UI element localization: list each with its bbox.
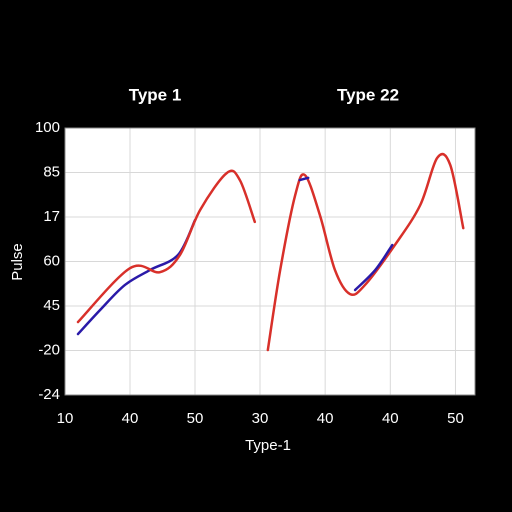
line-series (76, 218, 197, 336)
line-series (266, 152, 465, 352)
y-tick-label: 17 (43, 208, 60, 225)
y-tick-label: 85 (43, 163, 60, 180)
x-axis-label: Type-1 (245, 437, 291, 454)
chart-title: Type 1 (129, 85, 182, 104)
x-tick-label: 50 (447, 410, 464, 427)
y-tick-label: 45 (43, 297, 60, 314)
plot-frame (64, 127, 476, 396)
x-tick-label: 10 (57, 410, 74, 427)
y-tick-label: 100 (35, 119, 60, 136)
y-axis-label: Pulse (9, 243, 26, 281)
x-tick-label: 30 (252, 410, 269, 427)
x-tick-label: 40 (317, 410, 334, 427)
line-series (76, 169, 257, 324)
x-tick-label: 50 (187, 410, 204, 427)
line-series (298, 176, 394, 292)
chart-title: Type 22 (337, 85, 399, 104)
y-tick-label: -24 (38, 386, 60, 403)
x-tick-label: 40 (122, 410, 139, 427)
y-tick-label: 60 (43, 252, 60, 269)
x-tick-label: 40 (382, 410, 399, 427)
y-tick-label: -20 (38, 341, 60, 358)
lines (76, 152, 465, 352)
